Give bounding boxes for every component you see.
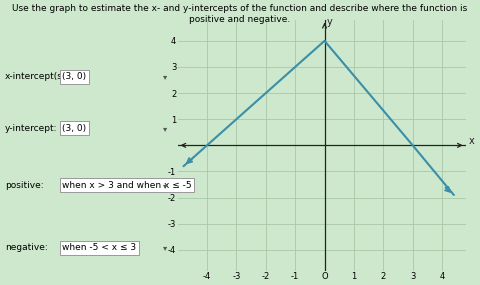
Text: ▾: ▾ <box>163 243 168 253</box>
Text: (3, 0): (3, 0) <box>62 124 86 133</box>
Text: when -5 < x ≤ 3: when -5 < x ≤ 3 <box>62 243 136 253</box>
Text: Use the graph to estimate the x- and y-intercepts of the function and describe w: Use the graph to estimate the x- and y-i… <box>12 4 468 24</box>
Text: y-intercept:: y-intercept: <box>5 124 57 133</box>
Text: ▾: ▾ <box>163 72 168 82</box>
Text: (3, 0): (3, 0) <box>62 72 86 82</box>
Text: positive:: positive: <box>5 181 43 190</box>
Text: y: y <box>327 17 333 27</box>
Text: ▾: ▾ <box>163 124 168 133</box>
Text: x-intercept(s):: x-intercept(s): <box>5 72 69 82</box>
Text: x: x <box>468 136 474 146</box>
Text: negative:: negative: <box>5 243 48 253</box>
Text: ▾: ▾ <box>163 181 168 190</box>
Text: when x > 3 and when x ≤ -5: when x > 3 and when x ≤ -5 <box>62 181 192 190</box>
